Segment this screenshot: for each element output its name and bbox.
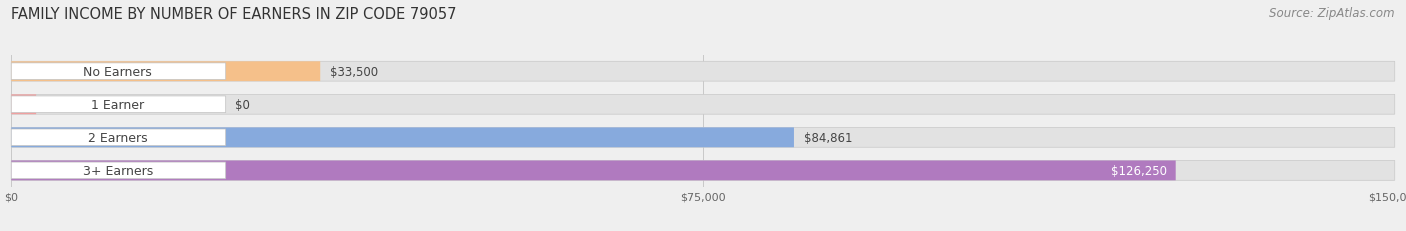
FancyBboxPatch shape xyxy=(11,62,1395,82)
FancyBboxPatch shape xyxy=(11,95,37,115)
Text: $84,861: $84,861 xyxy=(804,131,852,144)
FancyBboxPatch shape xyxy=(11,64,226,80)
Text: Source: ZipAtlas.com: Source: ZipAtlas.com xyxy=(1270,7,1395,20)
Text: $33,500: $33,500 xyxy=(330,65,378,78)
FancyBboxPatch shape xyxy=(11,128,794,148)
FancyBboxPatch shape xyxy=(11,128,1395,148)
Text: FAMILY INCOME BY NUMBER OF EARNERS IN ZIP CODE 79057: FAMILY INCOME BY NUMBER OF EARNERS IN ZI… xyxy=(11,7,457,22)
FancyBboxPatch shape xyxy=(11,62,321,82)
Text: No Earners: No Earners xyxy=(83,65,152,78)
FancyBboxPatch shape xyxy=(11,129,226,146)
FancyBboxPatch shape xyxy=(11,161,1395,181)
Text: 3+ Earners: 3+ Earners xyxy=(83,164,153,177)
Text: 1 Earner: 1 Earner xyxy=(91,98,145,111)
Text: $0: $0 xyxy=(235,98,250,111)
FancyBboxPatch shape xyxy=(11,95,1395,115)
FancyBboxPatch shape xyxy=(11,161,1175,181)
Text: $126,250: $126,250 xyxy=(1111,164,1167,177)
Text: 2 Earners: 2 Earners xyxy=(89,131,148,144)
FancyBboxPatch shape xyxy=(11,97,226,113)
FancyBboxPatch shape xyxy=(11,162,226,179)
